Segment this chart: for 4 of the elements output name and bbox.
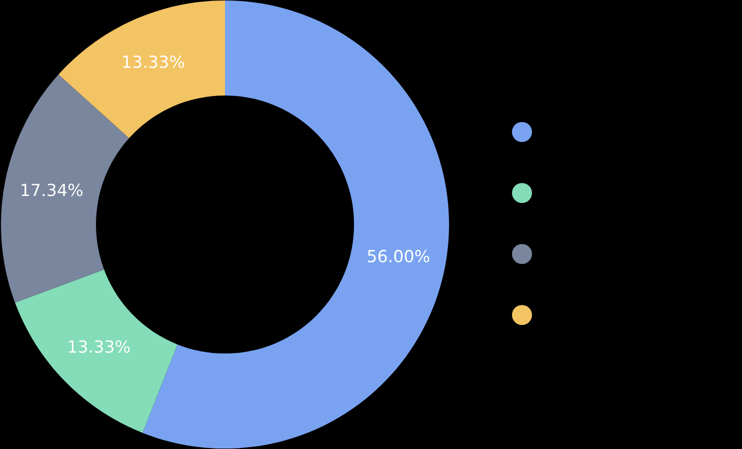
data-label: 13.33% [68,340,130,353]
data-label: 56.00% [368,250,430,262]
data-label: 17.34% [22,184,82,196]
data-label: 13.33% [123,55,184,68]
